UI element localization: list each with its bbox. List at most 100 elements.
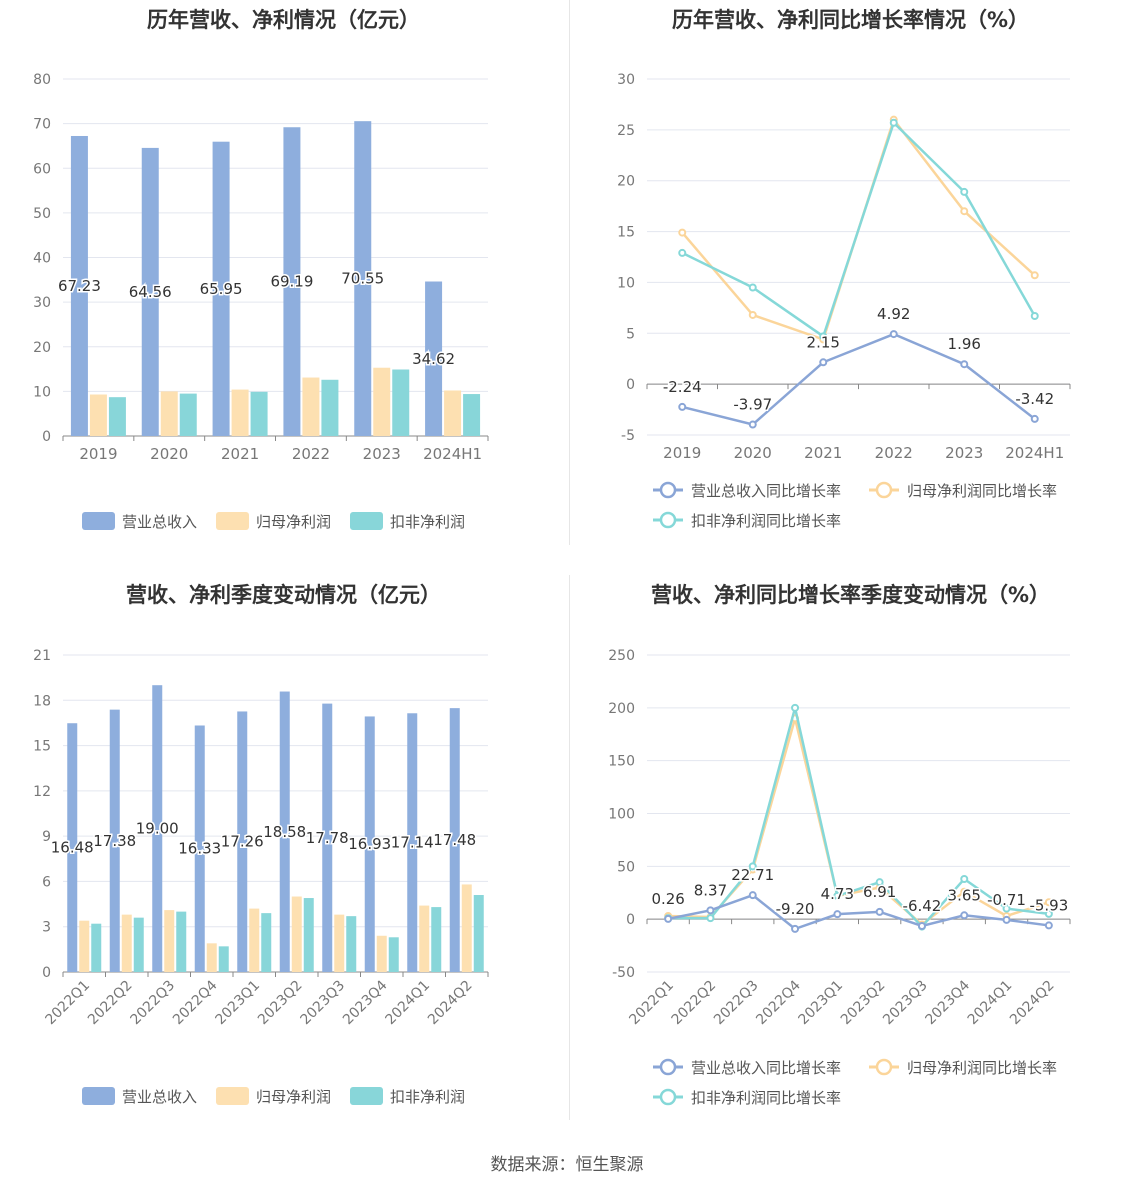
y-tick-label: 50 <box>617 859 635 875</box>
data-point <box>889 330 898 339</box>
annual-values-chart: 0 10 20 30 40 50 60 70 80 2019 2020 2021 2022 2023 202… <box>33 72 489 531</box>
data-point <box>960 207 969 216</box>
bar <box>231 389 249 436</box>
panel-divider <box>569 575 570 1120</box>
legend-label: 扣非净利润 <box>390 513 465 531</box>
y-tick-label: 0 <box>626 912 635 928</box>
x-tick-label: 2022Q1 <box>626 978 677 1029</box>
legend-label: 营业总收入同比增长率 <box>691 1059 841 1077</box>
x-tick-label: 2022Q2 <box>85 978 136 1029</box>
bar <box>89 394 107 436</box>
data-point <box>791 703 800 712</box>
data-label: -0.71 <box>987 891 1026 909</box>
x-tick-label: 2024H1 <box>423 445 482 463</box>
x-tick-label: 2023Q1 <box>212 978 263 1029</box>
bar <box>291 896 302 972</box>
data-label: 22.71 <box>731 866 774 884</box>
bar <box>109 709 120 972</box>
bar <box>431 907 442 972</box>
data-point <box>833 910 842 919</box>
legend-label: 归母净利润同比增长率 <box>907 482 1057 500</box>
x-tick-label: 2022Q4 <box>753 977 804 1028</box>
x-tick-label: 2023Q4 <box>922 977 973 1028</box>
data-point <box>678 402 687 411</box>
x-tick-label: 2024Q1 <box>382 978 433 1029</box>
legend-swatch <box>82 512 115 530</box>
y-tick-label: 100 <box>608 807 635 823</box>
y-tick-label: 6 <box>42 874 51 890</box>
data-label: 8.37 <box>694 881 727 899</box>
legend-label: 营业总收入 <box>122 513 197 531</box>
y-tick-label: -5 <box>621 428 635 444</box>
y-tick-label: 80 <box>33 72 51 88</box>
data-point <box>917 921 926 930</box>
bar <box>388 937 399 972</box>
bar <box>160 391 178 436</box>
legend-marker <box>659 481 677 499</box>
bar <box>376 935 387 972</box>
data-label: 3.65 <box>948 886 981 904</box>
x-tick-label: 2023 <box>945 444 983 462</box>
legend-marker <box>875 481 893 499</box>
data-point <box>678 248 687 257</box>
y-tick-label: -50 <box>612 965 635 981</box>
data-source: 数据来源：恒生聚源 <box>490 1155 644 1175</box>
data-point <box>889 118 898 127</box>
x-tick-label: 2019 <box>663 444 701 462</box>
data-point <box>706 906 715 915</box>
bar <box>250 391 268 436</box>
panel-annual-values: 历年营收、净利情况（亿元） 0 10 20 30 40 50 60 70 80 2019 2020 2… <box>0 0 567 560</box>
bar <box>206 943 217 972</box>
y-tick-label: 40 <box>33 251 51 267</box>
bar <box>321 379 339 436</box>
bar <box>279 691 290 972</box>
data-point <box>678 228 687 237</box>
annual-growth-chart: -5 0 5 10 15 20 25 30 2019 2020 2021 2022 2023 2024H1… <box>617 72 1071 530</box>
bar <box>121 914 132 972</box>
x-tick-label: 2023Q3 <box>297 978 348 1029</box>
data-label: 17.14 <box>391 834 434 852</box>
x-tick-label: 2022Q3 <box>127 978 178 1029</box>
legend-marker <box>659 1058 677 1076</box>
bar <box>346 916 357 972</box>
y-tick-label: 50 <box>33 206 51 222</box>
x-tick-label: 2024Q1 <box>965 978 1016 1029</box>
x-tick-label: 2019 <box>79 445 117 463</box>
data-point <box>960 887 969 896</box>
data-label: 0.26 <box>651 890 684 908</box>
data-label: 17.26 <box>221 833 264 851</box>
y-tick-label: 0 <box>626 377 635 393</box>
data-point <box>1030 271 1039 280</box>
y-tick-label: 15 <box>617 225 635 241</box>
bar <box>176 911 187 972</box>
x-tick-label: 2022Q4 <box>170 977 221 1028</box>
y-tick-label: 30 <box>617 72 635 88</box>
bar <box>444 390 462 436</box>
bar <box>152 685 163 972</box>
data-point <box>1030 414 1039 423</box>
x-tick-label: 2022Q3 <box>711 978 762 1029</box>
bar <box>373 367 391 436</box>
bar <box>303 898 314 972</box>
data-label: -9.20 <box>776 900 815 918</box>
data-label: 34.62 <box>412 350 455 368</box>
x-tick-label: 2022Q1 <box>42 978 93 1029</box>
data-label: 64.56 <box>129 283 172 301</box>
y-tick-label: 30 <box>33 295 51 311</box>
series-line <box>668 707 1050 929</box>
data-point <box>819 358 828 367</box>
x-tick-label: 2023Q3 <box>880 978 931 1029</box>
bar <box>261 913 272 972</box>
y-tick-label: 25 <box>617 123 635 139</box>
legend-swatch <box>350 1087 383 1105</box>
bar <box>141 147 159 436</box>
data-point <box>664 914 673 923</box>
data-label: 4.73 <box>821 885 854 903</box>
data-label: 16.93 <box>348 835 391 853</box>
bar <box>164 910 175 972</box>
y-tick-label: 3 <box>42 920 51 936</box>
bar <box>392 369 410 436</box>
legend-label: 扣非净利润同比增长率 <box>691 512 841 530</box>
bar <box>463 394 481 436</box>
y-tick-label: 200 <box>608 701 635 717</box>
